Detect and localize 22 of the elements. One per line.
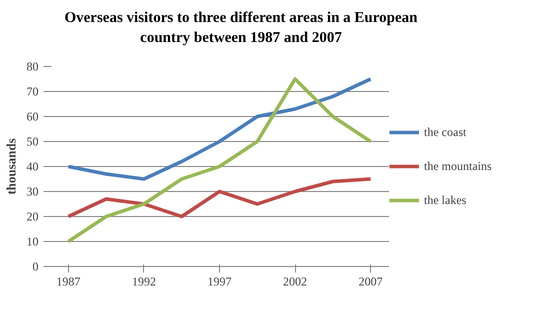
x-tick-label: 2007 <box>358 274 383 288</box>
legend-label: the mountains <box>424 158 492 174</box>
x-tick-label: 1997 <box>208 274 232 288</box>
y-tick-label: 0 <box>32 260 38 274</box>
y-tick-label: 40 <box>26 160 38 174</box>
line-series <box>66 177 372 218</box>
y-tick-label: 50 <box>26 134 38 148</box>
y-tick-label: 70 <box>26 84 38 98</box>
y-tick-label: 80 <box>26 60 38 74</box>
y-tick-label: 30 <box>26 184 38 198</box>
y-tick-label: 60 <box>26 110 38 124</box>
legend-label: the coast <box>424 124 466 140</box>
line-series <box>66 77 372 181</box>
y-tick-label: 20 <box>26 210 38 224</box>
line-series <box>66 77 372 244</box>
y-tick-label: 10 <box>26 234 38 248</box>
y-axis-title: thousands <box>4 138 18 195</box>
legend-label: the lakes <box>424 192 466 208</box>
x-tick-label: 1987 <box>56 274 80 288</box>
chart-title: Overseas visitors to three different areas in a European country between 1987 and 2007 <box>63 9 419 48</box>
x-tick-label: 1992 <box>132 274 156 288</box>
x-tick-label: 2002 <box>283 274 308 288</box>
